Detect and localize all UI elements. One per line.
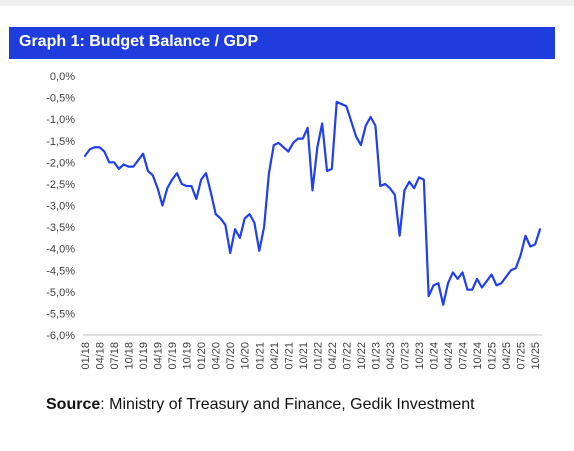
budget-balance-series-line [83, 100, 542, 306]
x-tick-label: 01/24 [429, 342, 441, 370]
y-tick-label: -1,5% [46, 136, 75, 148]
x-tick-label: 07/24 [458, 342, 470, 370]
x-tick-label: 04/20 [211, 342, 223, 370]
x-tick-label: 10/25 [530, 342, 542, 370]
y-tick-label: -3,5% [46, 222, 75, 234]
x-tick-label: 07/20 [225, 342, 237, 370]
top-band [0, 0, 574, 6]
x-tick-label: 07/22 [341, 342, 353, 370]
x-tick-label: 04/22 [327, 342, 339, 370]
y-tick-label: -5,5% [46, 308, 75, 320]
source-note: Source: Ministry of Treasury and Finance… [46, 396, 475, 414]
x-tick-label: 01/22 [312, 342, 324, 370]
source-label: Source [46, 396, 101, 413]
x-tick-label: 10/24 [472, 342, 484, 370]
x-tick-label: 04/21 [269, 342, 281, 370]
x-tick-label: 01/23 [370, 342, 382, 370]
y-tick-label: -2,5% [46, 179, 75, 191]
x-tick-label: 01/18 [80, 342, 92, 370]
x-tick-label: 04/23 [385, 342, 397, 370]
x-tick-label: 07/23 [399, 342, 411, 370]
x-tick-label: 07/21 [283, 342, 295, 370]
x-tick-label: 01/19 [138, 342, 150, 370]
x-tick-label: 01/21 [254, 342, 266, 370]
x-tick-label: 07/19 [167, 342, 179, 370]
y-tick-label: -0,5% [46, 93, 75, 105]
y-tick-label: -1,0% [46, 114, 75, 126]
y-tick-label: 0,0% [50, 71, 75, 83]
x-tick-label: 01/20 [196, 342, 208, 370]
x-tick-label: 10/20 [240, 342, 252, 370]
y-tick-label: -3,0% [46, 201, 75, 213]
chart-title-bar: Graph 1: Budget Balance / GDP [9, 27, 555, 59]
source-text: : Ministry of Treasury and Finance, Gedi… [100, 396, 475, 413]
x-tick-label: 04/24 [443, 342, 455, 370]
x-tick-label: 04/18 [95, 342, 107, 370]
x-tick-label: 10/23 [414, 342, 426, 370]
x-tick-label: 10/18 [124, 342, 136, 370]
y-tick-label: -4,0% [46, 244, 75, 256]
x-axis-ticks: 01/18 04/18 07/18 10/18 01/19 04/19 07/19 10/19… [80, 342, 542, 370]
x-tick-label: 04/19 [153, 342, 165, 370]
chart-title: Graph 1: Budget Balance / GDP [19, 33, 259, 50]
x-tick-label: 10/22 [356, 342, 368, 370]
y-tick-label: -5,0% [46, 287, 75, 299]
x-tick-label: 01/25 [487, 342, 499, 370]
x-tick-label: 10/21 [298, 342, 310, 370]
y-axis-ticks: 0,0% -0,5% -1,0% -1,5% -2,0% -2,5% -3,0% -3,5% -… [46, 71, 75, 342]
y-tick-label: -2,0% [46, 157, 75, 169]
y-tick-label: -4,5% [46, 265, 75, 277]
x-tick-label: 07/18 [109, 342, 121, 370]
x-tick-label: 04/25 [501, 342, 513, 370]
y-tick-label: -6,0% [46, 330, 75, 342]
x-tick-label: 10/19 [182, 342, 194, 370]
x-tick-label: 07/25 [516, 342, 528, 370]
